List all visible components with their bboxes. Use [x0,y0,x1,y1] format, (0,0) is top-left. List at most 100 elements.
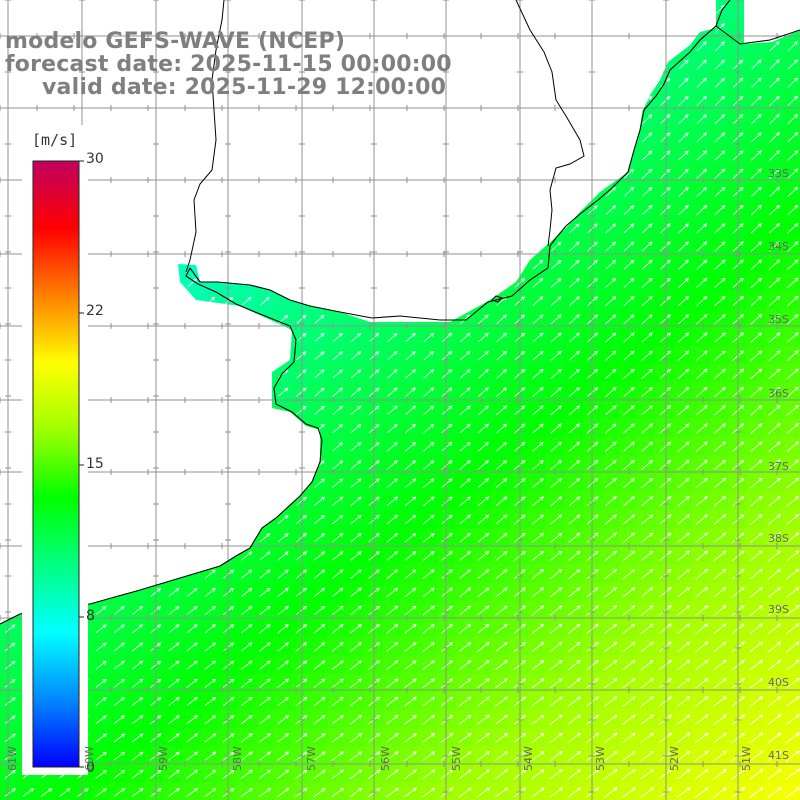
field-cell [0,691,19,711]
wind-arrow [787,259,799,270]
wind-arrow [785,659,800,671]
field-cell [746,527,765,547]
field-cell [709,72,729,92]
longitude-label: 54W [522,746,535,771]
wind-arrow [642,114,653,124]
field-cell [327,637,347,656]
wind-arrow [750,332,763,343]
field-cell [637,655,656,674]
wind-arrow [714,59,725,70]
wind-arrow [640,605,654,616]
wind-arrow [204,569,216,579]
field-cell [327,691,347,711]
field-cell [364,509,383,529]
field-cell [327,782,347,800]
field-cell [273,673,292,693]
field-cell [637,728,656,747]
wind-arrow [205,296,216,306]
wind-arrow [531,714,545,725]
field-cell [527,254,547,274]
field-cell [236,728,256,747]
wind-arrow [168,678,180,688]
field-cell [691,127,711,147]
field-cell [782,509,800,529]
field-cell [764,200,784,219]
wind-arrow [568,496,581,507]
field-cell [655,673,674,693]
field-cell [418,400,438,420]
wind-arrow [642,132,653,143]
wind-arrow [785,787,800,798]
field-cell [600,509,620,529]
wind-arrow [549,769,563,780]
field-cell [309,491,329,511]
wind-arrow [660,168,671,179]
field-cell [127,728,147,747]
field-cell [764,637,784,656]
wind-arrow [749,568,763,580]
wind-arrow [95,642,107,652]
field-cell [364,473,383,492]
field-cell [746,473,765,492]
wind-arrow [532,332,544,343]
wind-arrow [659,441,672,452]
wind-arrow [604,732,618,744]
wind-arrow [187,278,197,288]
field-cell [618,382,638,401]
wind-arrow [568,368,581,379]
wind-arrow [441,423,453,434]
wind-arrow [404,569,417,579]
wind-arrow [769,150,781,161]
field-cell [400,491,420,511]
wind-arrow [440,641,454,652]
field-cell [527,327,547,347]
wind-arrow [168,733,180,743]
field-cell [655,345,674,365]
wind-arrow [313,733,326,743]
wind-arrow [603,769,618,780]
field-cell [564,637,583,656]
colorbar-units: [m/s] [32,131,78,149]
field-cell [382,673,401,693]
field-cell [127,764,147,784]
latitude-label: 35S [768,313,789,326]
field-cell [618,600,638,620]
wind-arrow [331,696,344,707]
field-cell [291,400,310,420]
field-cell [418,673,438,693]
field-cell [400,728,420,747]
wind-arrow [532,423,544,434]
field-cell [600,709,620,729]
field-cell [546,709,565,729]
wind-arrow [677,532,690,543]
wind-arrow [677,605,691,616]
wind-arrow [387,332,398,343]
wind-arrow [549,641,563,652]
field-cell [637,673,656,693]
wind-arrow [296,351,307,361]
field-cell [455,473,474,492]
field-cell [564,273,583,292]
field-cell [309,673,329,693]
wind-arrow [678,186,689,197]
wind-arrow [658,769,673,780]
field-cell [728,546,747,565]
field-cell [491,491,511,511]
field-cell [546,728,565,747]
wind-arrow [769,168,781,179]
field-cell [709,291,729,310]
field-cell [364,618,383,638]
latitude-label: 41S [768,749,789,762]
wind-arrow [695,441,708,452]
wind-arrow [676,659,691,671]
wind-arrow [658,605,672,616]
wind-arrow [204,642,217,652]
field-cell [673,309,693,329]
field-cell [564,491,583,511]
field-cell [418,618,438,638]
field-cell [782,145,800,165]
field-cell [728,236,747,256]
field-cell [364,582,383,602]
field-cell [655,382,674,401]
wind-arrow [423,369,435,379]
